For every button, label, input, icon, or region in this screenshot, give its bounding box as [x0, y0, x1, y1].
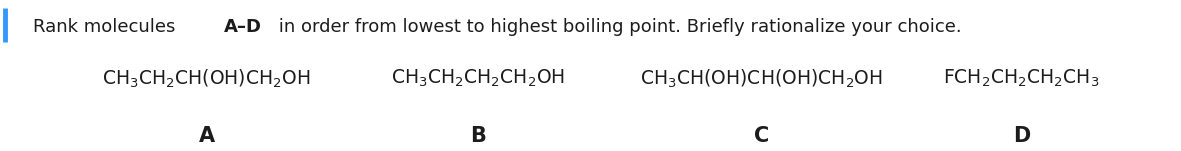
Text: $\mathregular{CH_3CH(OH)CH(OH)CH_2OH}$: $\mathregular{CH_3CH(OH)CH(OH)CH_2OH}$	[640, 67, 883, 90]
Text: $\mathregular{CH_3CH_2CH(OH)CH_2OH}$: $\mathregular{CH_3CH_2CH(OH)CH_2OH}$	[103, 67, 311, 90]
Text: $\mathregular{CH_3CH_2CH_2CH_2OH}$: $\mathregular{CH_3CH_2CH_2CH_2OH}$	[391, 68, 566, 89]
Text: in order from lowest to highest boiling point. Briefly rationalize your choice.: in order from lowest to highest boiling …	[273, 18, 961, 36]
Text: B: B	[470, 126, 487, 146]
Text: D: D	[1013, 126, 1030, 146]
Text: Rank molecules: Rank molecules	[33, 18, 181, 36]
Text: A–D: A–D	[224, 18, 262, 36]
Text: A: A	[198, 126, 215, 146]
Text: $\mathregular{FCH_2CH_2CH_2CH_3}$: $\mathregular{FCH_2CH_2CH_2CH_3}$	[944, 68, 1100, 89]
Text: C: C	[755, 126, 769, 146]
